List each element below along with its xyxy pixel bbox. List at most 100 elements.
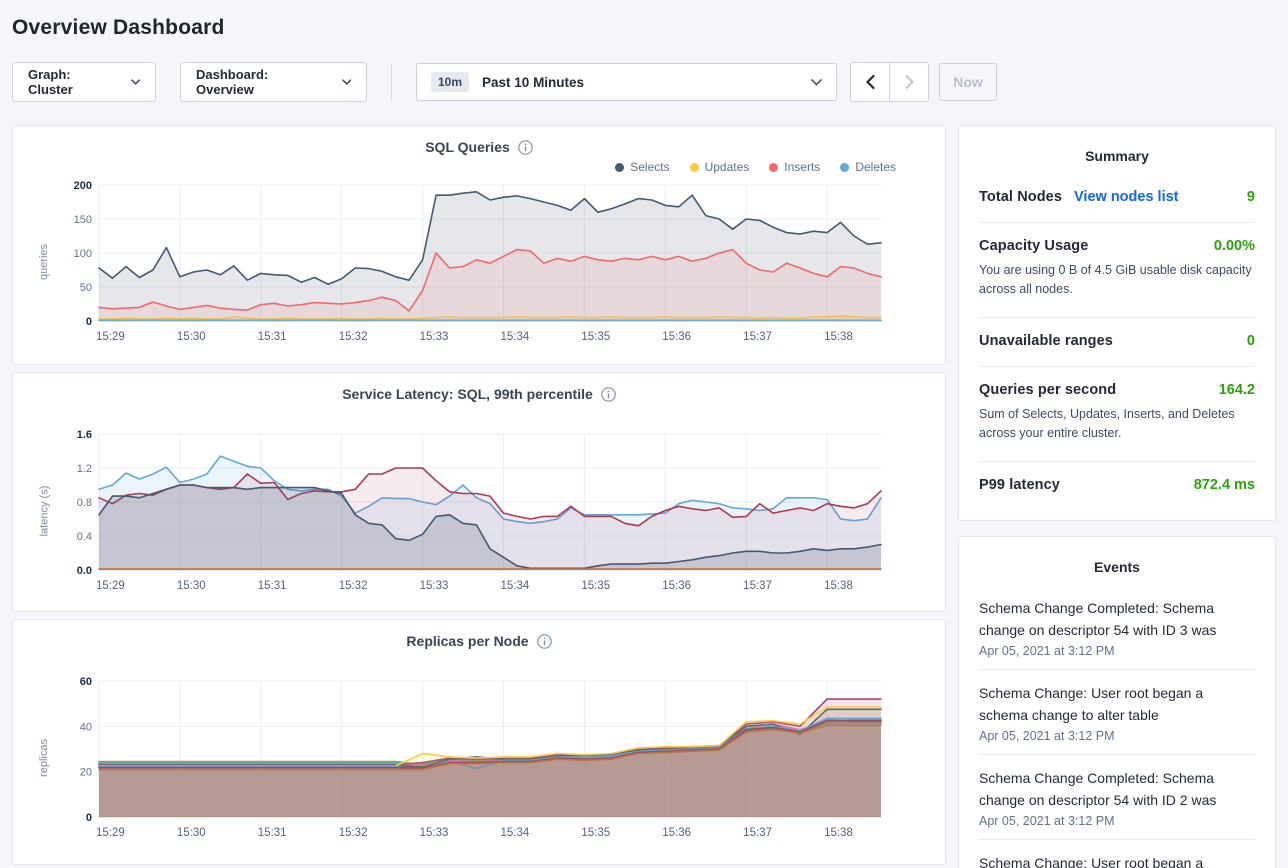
chevron-down-icon bbox=[131, 79, 140, 85]
controls-divider bbox=[391, 63, 392, 101]
capacity-usage-value: 0.00% bbox=[1213, 238, 1255, 254]
time-nav-group bbox=[850, 62, 929, 102]
time-range-badge: 10m bbox=[431, 72, 470, 92]
svg-text:15:34: 15:34 bbox=[500, 580, 529, 592]
summary-row-total-nodes: Total Nodes View nodes list 9 bbox=[979, 174, 1255, 223]
svg-text:15:33: 15:33 bbox=[420, 331, 449, 343]
svg-text:15:35: 15:35 bbox=[581, 827, 610, 839]
svg-text:0.4: 0.4 bbox=[77, 531, 92, 543]
y-axis-unit-label: replicas bbox=[38, 739, 50, 777]
chart-legend: Selects Updates Inserts Deletes bbox=[36, 159, 896, 175]
info-icon[interactable] bbox=[536, 633, 552, 649]
qps-label: Queries per second bbox=[979, 381, 1117, 398]
event-timestamp: Apr 05, 2021 at 3:12 PM bbox=[979, 728, 1115, 743]
dashboard-dropdown[interactable]: Dashboard: Overview bbox=[180, 62, 367, 102]
summary-panel: Summary Total Nodes View nodes list 9 Ca… bbox=[958, 125, 1276, 521]
event-text: Schema Change: User root began a schema … bbox=[979, 684, 1204, 723]
legend-item-selects[interactable]: Selects bbox=[615, 159, 670, 175]
legend-item-inserts[interactable]: Inserts bbox=[769, 159, 820, 175]
svg-text:20: 20 bbox=[80, 767, 92, 779]
y-axis-unit-label: latency (s) bbox=[38, 485, 50, 537]
svg-text:40: 40 bbox=[80, 721, 92, 733]
svg-text:150: 150 bbox=[74, 214, 92, 226]
event-item[interactable]: Schema Change Completed: Schema change o… bbox=[979, 755, 1255, 841]
legend-dot bbox=[615, 162, 625, 172]
svg-text:15:38: 15:38 bbox=[824, 331, 853, 343]
legend-dot bbox=[689, 162, 699, 172]
svg-text:15:31: 15:31 bbox=[258, 331, 287, 343]
svg-text:1.6: 1.6 bbox=[77, 429, 92, 441]
dashboard-dropdown-label: Dashboard: Overview bbox=[196, 67, 269, 97]
sql-queries-chart-panel: SQL Queries Selects Updates Inserts Dele… bbox=[12, 125, 946, 365]
events-title: Events bbox=[1094, 558, 1140, 575]
chevron-left-icon bbox=[865, 75, 875, 89]
chart-title: Service Latency: SQL, 99th percentile bbox=[342, 386, 593, 402]
info-icon[interactable] bbox=[517, 139, 533, 155]
svg-text:15:31: 15:31 bbox=[258, 827, 287, 839]
svg-text:0: 0 bbox=[86, 812, 92, 824]
capacity-usage-description: You are using 0 B of 4.5 GiB usable disk… bbox=[979, 263, 1252, 297]
svg-text:15:36: 15:36 bbox=[662, 580, 691, 592]
svg-text:0: 0 bbox=[86, 316, 92, 328]
summary-row-p99: P99 latency 872.4 ms bbox=[979, 462, 1255, 510]
time-back-button[interactable] bbox=[850, 62, 890, 102]
legend-item-updates[interactable]: Updates bbox=[689, 159, 749, 175]
svg-text:15:37: 15:37 bbox=[743, 827, 772, 839]
svg-text:15:30: 15:30 bbox=[177, 580, 206, 592]
capacity-usage-label: Capacity Usage bbox=[979, 238, 1089, 254]
svg-text:50: 50 bbox=[80, 282, 92, 294]
svg-text:15:37: 15:37 bbox=[743, 580, 772, 592]
service-latency-chart: 15:29 15:30 15:31 15:32 15:33 15:34 15:35 15:36… bbox=[77, 429, 882, 592]
svg-text:100: 100 bbox=[74, 248, 92, 260]
chart-title: SQL Queries bbox=[425, 139, 510, 155]
svg-text:15:37: 15:37 bbox=[743, 331, 772, 343]
info-icon[interactable] bbox=[600, 386, 616, 402]
legend-dot bbox=[840, 162, 850, 172]
svg-text:15:32: 15:32 bbox=[339, 580, 368, 592]
svg-text:15:33: 15:33 bbox=[420, 580, 449, 592]
event-item[interactable]: Schema Change: User root began a schema … bbox=[979, 840, 1255, 868]
chevron-down-icon bbox=[341, 79, 351, 85]
events-panel: Events Schema Change Completed: Schema c… bbox=[958, 535, 1276, 868]
service-latency-chart-panel: Service Latency: SQL, 99th percentile la… bbox=[12, 372, 946, 612]
svg-text:15:29: 15:29 bbox=[96, 580, 125, 592]
replicas-chart: 15:29 15:30 15:31 15:32 15:33 15:34 15:35 15:36… bbox=[80, 676, 882, 839]
summary-row-capacity: Capacity Usage 0.00% You are using 0 B o… bbox=[979, 223, 1255, 318]
legend-dot bbox=[769, 162, 779, 172]
sidebar-column: Summary Total Nodes View nodes list 9 Ca… bbox=[958, 125, 1276, 868]
svg-text:15:35: 15:35 bbox=[581, 331, 610, 343]
svg-text:15:29: 15:29 bbox=[96, 827, 125, 839]
svg-text:15:30: 15:30 bbox=[177, 331, 206, 343]
svg-text:60: 60 bbox=[80, 676, 92, 688]
time-range-picker[interactable]: 10m Past 10 Minutes bbox=[416, 63, 837, 101]
summary-row-unavailable-ranges: Unavailable ranges 0 bbox=[979, 318, 1255, 367]
svg-text:15:30: 15:30 bbox=[177, 827, 206, 839]
time-range-label: Past 10 Minutes bbox=[482, 74, 585, 90]
qps-description: Sum of Selects, Updates, Inserts, and De… bbox=[979, 406, 1235, 441]
view-nodes-list-link[interactable]: View nodes list bbox=[1074, 189, 1179, 205]
svg-text:15:34: 15:34 bbox=[500, 827, 529, 839]
time-forward-button[interactable] bbox=[889, 62, 929, 102]
sql-queries-chart: 15:29 15:30 15:31 15:32 15:33 15:34 15:35 15:36… bbox=[74, 180, 882, 343]
legend-item-deletes[interactable]: Deletes bbox=[840, 159, 896, 175]
event-item[interactable]: Schema Change: User root began a schema … bbox=[979, 670, 1255, 755]
chevron-down-icon bbox=[811, 78, 822, 86]
graph-dropdown[interactable]: Graph: Cluster bbox=[12, 62, 156, 102]
y-axis-unit-label: queries bbox=[38, 243, 51, 281]
charts-column: SQL Queries Selects Updates Inserts Dele… bbox=[12, 125, 946, 865]
graph-dropdown-label: Graph: Cluster bbox=[28, 67, 73, 97]
event-text: Schema Change: User root began a schema … bbox=[979, 855, 1204, 868]
chart-title: Replicas per Node bbox=[406, 633, 529, 649]
controls-bar: Graph: Cluster Dashboard: Overview 10m P… bbox=[12, 62, 1276, 102]
svg-text:15:29: 15:29 bbox=[96, 331, 125, 343]
event-text: Schema Change Completed: Schema change o… bbox=[979, 769, 1217, 809]
svg-text:15:31: 15:31 bbox=[258, 580, 287, 592]
total-nodes-value: 9 bbox=[1246, 189, 1255, 205]
now-button[interactable]: Now bbox=[939, 63, 997, 101]
event-item[interactable]: Schema Change Completed: Schema change o… bbox=[979, 585, 1255, 670]
p99-latency-value: 872.4 ms bbox=[1193, 476, 1255, 493]
page-title: Overview Dashboard bbox=[12, 16, 225, 39]
chevron-right-icon bbox=[904, 75, 914, 89]
event-text: Schema Change Completed: Schema change o… bbox=[979, 599, 1217, 638]
unavailable-ranges-label: Unavailable ranges bbox=[979, 332, 1113, 349]
